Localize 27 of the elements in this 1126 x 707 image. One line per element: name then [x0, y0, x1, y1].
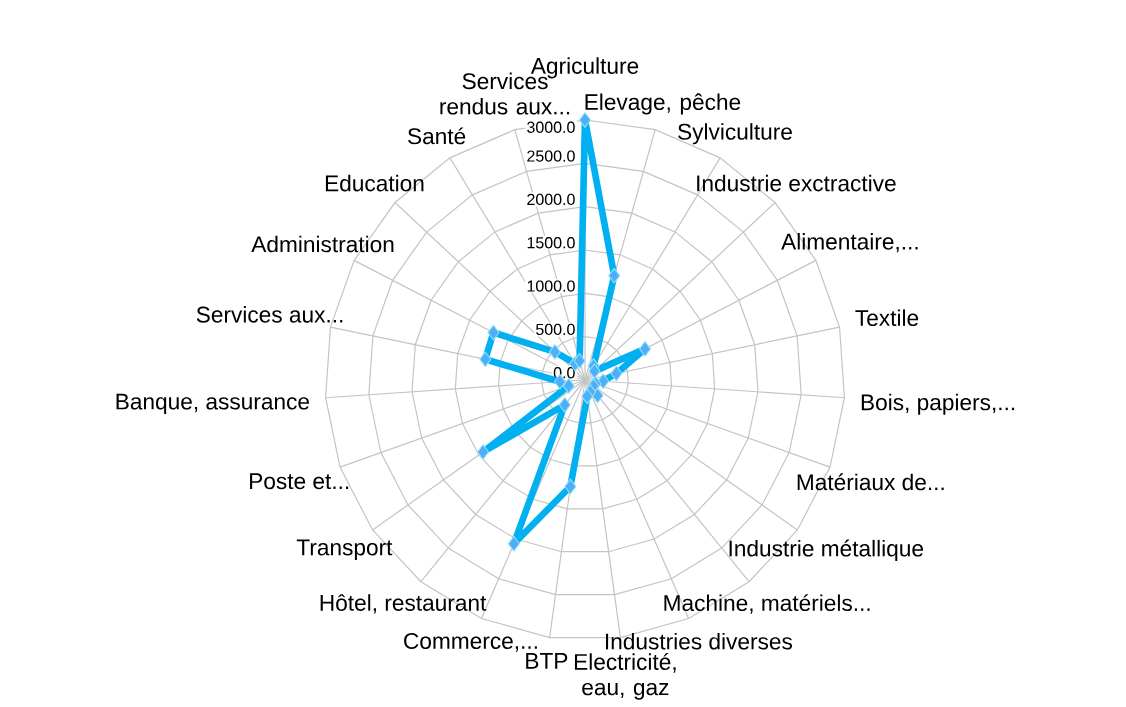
spoke-label: Banque, assurance [116, 393, 309, 415]
spoke-label: Poste et... [250, 473, 349, 490]
y-tick-label: 1500.0 [527, 237, 575, 249]
y-tick-label: 1000.0 [527, 280, 575, 292]
spoke-label: Industrie métallique [729, 539, 924, 562]
y-tick-label: 3000.0 [527, 121, 575, 133]
spoke-label: Industrie exctractive [697, 174, 896, 192]
spoke-label: Hôtel, restaurant [320, 594, 487, 614]
spoke-label: Education [325, 174, 424, 192]
spoke-label: Sylviculture [678, 123, 792, 145]
spoke-label: Textile [855, 309, 919, 327]
spoke-label: Administration [251, 235, 394, 253]
spoke-label: Services aux... [196, 306, 343, 323]
spoke-label: Industries diverses [605, 632, 793, 650]
y-tick-label: 500.0 [536, 323, 575, 336]
y-tick-label: 2500.0 [527, 150, 575, 162]
y-tick-label: 2000.0 [527, 193, 575, 206]
spoke-label: Matériaux de... [797, 473, 944, 491]
spoke-label: Commerce,... [404, 632, 537, 652]
spoke-label: Bois, papiers,... [861, 393, 1015, 415]
spoke-label: Alimentaire,... [781, 233, 918, 253]
spoke-label: Electricité, eau, gaz [574, 653, 676, 700]
spoke-label: Elevage, pêche [585, 93, 741, 115]
spoke-label: BTP [526, 653, 568, 669]
spoke-label: Machine, matériels... [664, 594, 870, 614]
spoke-label: Transport [296, 539, 393, 560]
spoke-label: Santé [408, 127, 466, 145]
